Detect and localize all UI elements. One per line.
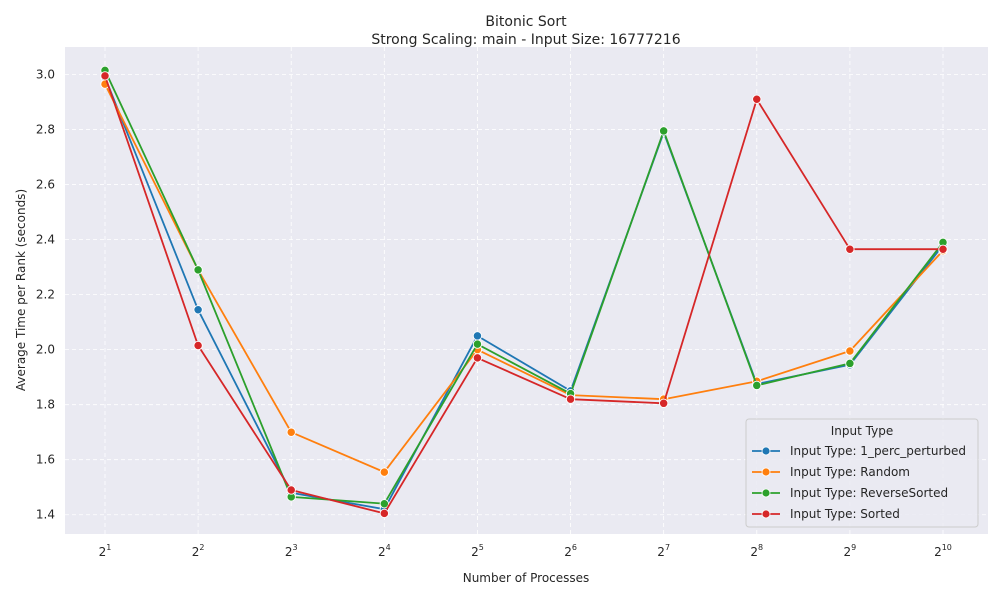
legend-marker (761, 509, 771, 519)
y-tick-label: 1.6 (36, 453, 55, 467)
data-point (472, 353, 483, 363)
data-point (938, 244, 948, 254)
y-tick-label: 2.0 (36, 343, 55, 357)
x-tick-label: 28 (750, 543, 763, 559)
y-tick-label: 2.8 (36, 123, 55, 137)
legend-entry: Input Type: Sorted (752, 507, 900, 521)
x-tick-label: 24 (378, 543, 391, 559)
y-axis-label: Average Time per Rank (seconds) (14, 189, 28, 391)
legend-label: Input Type: Random (790, 465, 910, 479)
data-point (752, 94, 762, 104)
legend-marker (761, 467, 771, 477)
data-point (100, 71, 110, 81)
legend-entry: Input Type: Random (752, 465, 910, 479)
data-point (659, 398, 669, 408)
series-layer (100, 65, 948, 519)
data-point (659, 126, 669, 136)
y-tick-label: 1.4 (36, 508, 55, 522)
x-tick-label: 29 (844, 543, 857, 559)
x-tick-label: 23 (285, 543, 298, 559)
legend-marker (761, 446, 771, 456)
legend-box (745, 418, 979, 528)
y-tick-label: 2.4 (36, 233, 55, 247)
series-4 (100, 71, 948, 519)
data-point (286, 485, 296, 495)
legend-entry: Input Type: ReverseSorted (752, 486, 948, 500)
y-tick-label: 2.2 (36, 288, 55, 302)
data-point (193, 340, 203, 351)
data-point (379, 499, 389, 509)
x-axis-label: Number of Processes (463, 571, 590, 585)
legend-entry: Input Type: 1_perc_perturbed (752, 444, 966, 458)
legend-label: Input Type: ReverseSorted (790, 486, 948, 500)
series-line (104, 75, 943, 515)
y-tick-label: 3.0 (36, 68, 55, 82)
data-point (472, 339, 483, 349)
x-tick-label: 21 (99, 543, 112, 559)
data-point (845, 358, 855, 369)
x-axis-ticks: 21 22 23 24 25 26 27 28 29 210 (99, 543, 952, 559)
legend-label: Input Type: 1_perc_perturbed (790, 444, 966, 458)
y-axis-ticks: 1.4 1.6 1.8 2.0 2.2 2.4 2.6 2.8 3.0 (36, 68, 55, 522)
data-point (193, 265, 203, 275)
data-point (845, 244, 855, 254)
series-line (104, 83, 944, 474)
data-point (565, 394, 576, 404)
data-point (193, 305, 203, 315)
chart-title: Bitonic Sort (485, 14, 567, 30)
y-tick-label: 2.6 (36, 178, 55, 192)
x-tick-label: 27 (657, 543, 670, 559)
data-point (379, 467, 389, 477)
x-tick-label: 22 (192, 543, 205, 559)
x-tick-label: 26 (564, 543, 577, 559)
data-point (845, 346, 855, 356)
legend-label: Input Type: Sorted (790, 507, 900, 521)
data-point (286, 427, 296, 437)
series-line (104, 70, 944, 505)
legend: Input Type Input Type: 1_perc_perturbedI… (745, 418, 979, 528)
data-point (379, 508, 389, 519)
legend-marker (761, 488, 771, 498)
y-tick-label: 1.8 (36, 398, 55, 412)
x-tick-label: 210 (934, 543, 952, 559)
data-point (472, 331, 483, 341)
data-point (752, 380, 762, 391)
legend-title: Input Type (831, 424, 893, 438)
legend-entries: Input Type: 1_perc_perturbed Input Type: … (752, 444, 966, 521)
chart-subtitle: Strong Scaling: main - Input Size: 16777… (371, 32, 680, 48)
x-tick-label: 25 (471, 543, 484, 559)
